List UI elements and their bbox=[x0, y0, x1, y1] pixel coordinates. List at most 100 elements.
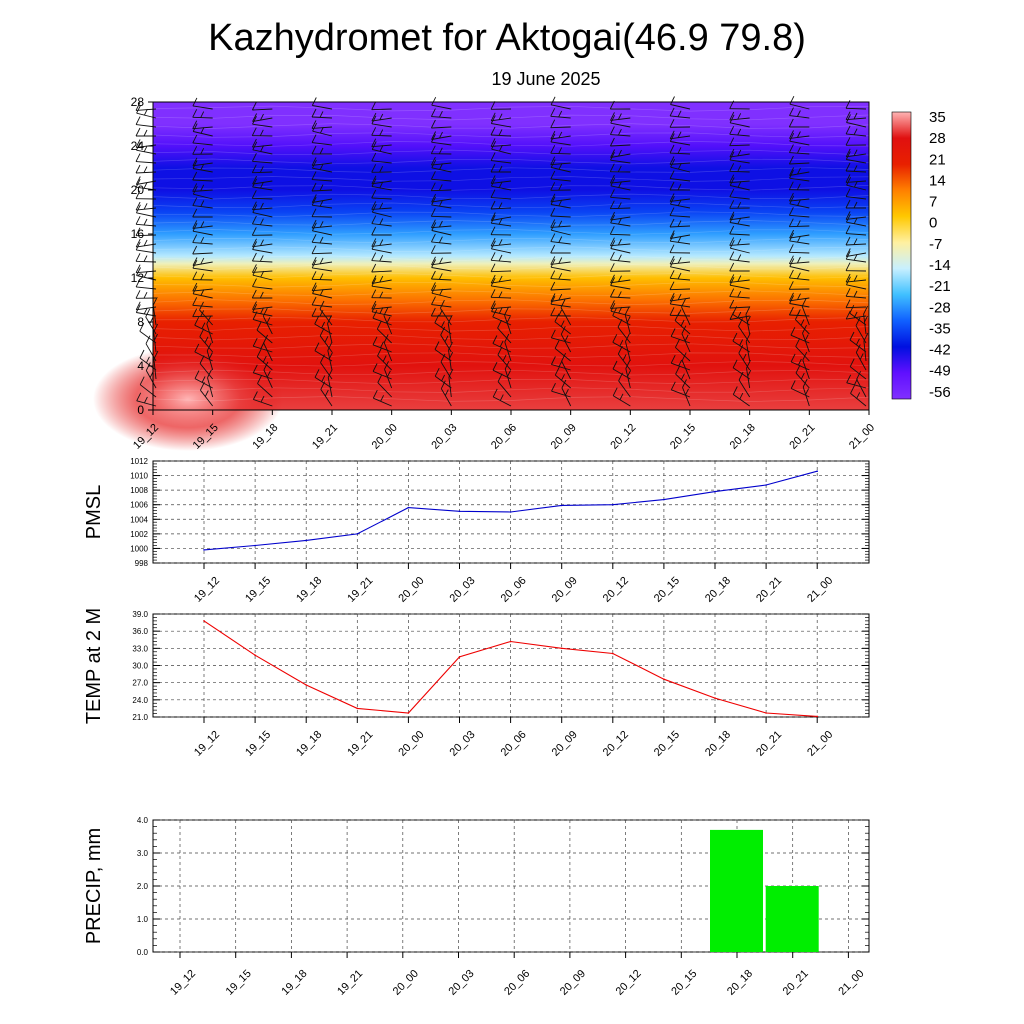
wind-barb-flag bbox=[669, 144, 675, 154]
wind-barb bbox=[312, 261, 333, 266]
wind-barb-flag bbox=[609, 263, 615, 272]
wind-barb-flag bbox=[622, 354, 627, 361]
wind-barb-flag bbox=[371, 178, 377, 187]
wind-barb bbox=[789, 297, 810, 302]
wind-barb bbox=[681, 360, 691, 380]
wind-barb bbox=[789, 314, 810, 317]
wind-barb-flag bbox=[311, 222, 317, 232]
wind-barb-flag bbox=[252, 141, 258, 151]
wind-barb-flag bbox=[143, 129, 148, 137]
wind-barb-flag bbox=[139, 322, 145, 332]
wind-barb-flag bbox=[252, 301, 257, 310]
wind-barb bbox=[612, 395, 631, 407]
wind-barb-flag bbox=[746, 315, 751, 323]
wind-barb-flag bbox=[327, 342, 333, 351]
wind-barb-flag bbox=[742, 353, 747, 361]
wind-barb-flag bbox=[669, 133, 675, 142]
wind-barb-flag bbox=[371, 141, 377, 150]
wind-barb bbox=[311, 179, 333, 182]
wind-barb bbox=[729, 117, 750, 121]
data-point bbox=[663, 678, 665, 680]
wind-barb-flag bbox=[677, 110, 682, 117]
wind-barb-flag bbox=[430, 171, 436, 180]
wind-barb-flag bbox=[850, 385, 855, 394]
wind-barb bbox=[610, 134, 631, 137]
wind-barb-flag bbox=[135, 153, 141, 162]
wind-barb-flag bbox=[507, 370, 511, 377]
wind-barb-flag bbox=[260, 342, 265, 349]
wind-barb-flag bbox=[685, 388, 689, 396]
wind-barb-flag bbox=[200, 221, 205, 228]
wind-barb bbox=[670, 234, 691, 239]
wind-barb bbox=[670, 240, 691, 245]
wind-barb-flag bbox=[371, 189, 377, 199]
data-point bbox=[407, 712, 410, 714]
wind-barb-flag bbox=[251, 289, 257, 299]
wind-barb-flag bbox=[788, 281, 794, 290]
wind-barb-flag bbox=[729, 111, 735, 121]
chart-subtitle: 19 June 2025 bbox=[491, 69, 600, 89]
wind-barb bbox=[372, 344, 392, 353]
wind-barb-flag bbox=[192, 245, 198, 255]
wind-barb-flag bbox=[610, 149, 616, 158]
wind-barb-flag bbox=[797, 235, 801, 243]
wind-barb-flag bbox=[192, 259, 198, 269]
wind-barb-flag bbox=[145, 335, 151, 344]
wind-barb bbox=[372, 149, 392, 155]
wind-barb-flag bbox=[729, 148, 735, 158]
wind-barb-flag bbox=[438, 147, 443, 155]
x-tick-label: 19_12 bbox=[192, 575, 222, 605]
wind-barb-flag bbox=[790, 353, 796, 363]
wind-barb-flag bbox=[732, 332, 738, 342]
wind-barb bbox=[371, 306, 392, 310]
x-tick-label: 20_00 bbox=[396, 575, 426, 605]
wind-barb bbox=[610, 122, 631, 128]
x-tick-label: 19_15 bbox=[243, 575, 273, 605]
wind-barb-flag bbox=[192, 120, 198, 129]
wind-barb-flag bbox=[376, 320, 382, 330]
wind-barb-flag bbox=[135, 264, 141, 273]
wind-barb bbox=[371, 180, 392, 185]
wind-barb bbox=[846, 196, 867, 200]
wind-barb-flag bbox=[438, 184, 443, 191]
wind-barb-flag bbox=[135, 241, 141, 251]
heatmap-isoline bbox=[152, 378, 870, 385]
wind-barb bbox=[434, 349, 452, 362]
wind-barb-flag bbox=[504, 306, 509, 316]
heatmap-isoline bbox=[152, 114, 870, 121]
wind-barb bbox=[253, 399, 273, 407]
wind-barb-flag bbox=[371, 215, 377, 224]
heatmap-warm-core bbox=[93, 347, 283, 451]
wind-barb bbox=[789, 162, 810, 165]
wind-barb-flag bbox=[800, 372, 805, 380]
wind-barb-flag bbox=[266, 370, 271, 378]
wind-barb-flag bbox=[441, 374, 446, 382]
wind-barb-flag bbox=[207, 369, 212, 378]
wind-barb-flag bbox=[440, 321, 445, 328]
wind-barb-flag bbox=[558, 236, 563, 243]
wind-barb-flag bbox=[669, 230, 675, 239]
x-tick-label: 19_21 bbox=[345, 729, 375, 759]
wind-barb bbox=[371, 134, 392, 137]
heatmap-x-tick-label: 20_03 bbox=[429, 422, 459, 452]
wind-barb-flag bbox=[558, 183, 563, 191]
wind-barb-flag bbox=[311, 108, 317, 118]
wind-barb-flag bbox=[200, 289, 205, 296]
colorbar-label: 7 bbox=[929, 194, 937, 211]
wind-barb-flag bbox=[135, 204, 141, 214]
wind-barb bbox=[312, 167, 333, 173]
wind-barb-flag bbox=[677, 257, 682, 264]
wind-barb bbox=[670, 135, 691, 140]
wind-barb-flag bbox=[498, 275, 503, 283]
wind-barb-flag bbox=[431, 222, 437, 231]
wind-barb bbox=[192, 126, 213, 130]
wind-barb bbox=[845, 243, 867, 246]
wind-barb bbox=[670, 198, 691, 202]
line-panel-frame bbox=[152, 460, 870, 564]
wind-barb-flag bbox=[438, 309, 443, 317]
wind-barb bbox=[738, 352, 751, 371]
chart-title: Kazhydromet for Aktogai(46.9 79.8) bbox=[208, 17, 806, 59]
precip-bar bbox=[710, 829, 763, 952]
wind-barb bbox=[372, 371, 392, 380]
wind-barb bbox=[550, 261, 571, 265]
